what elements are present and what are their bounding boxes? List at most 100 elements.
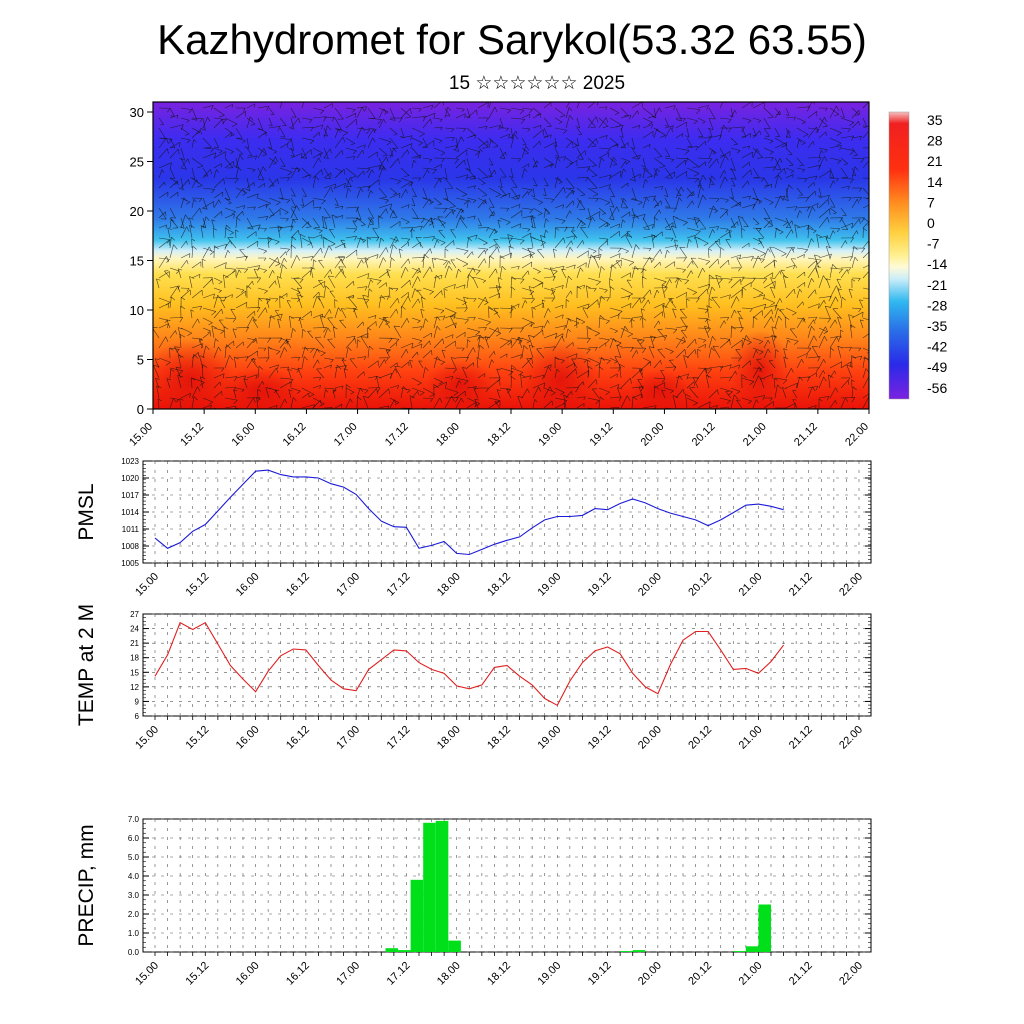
wind-barb-flag: [839, 145, 842, 151]
wind-barb: [378, 215, 380, 229]
wind-barb-flag: [268, 124, 273, 127]
wind-barb: [543, 177, 549, 187]
wind-barb: [202, 137, 212, 148]
wind-barb: [752, 277, 767, 280]
wind-barb-flag: [600, 295, 605, 300]
wind-barb: [697, 367, 706, 379]
wind-barb-flag: [757, 120, 761, 123]
colorbar-label: -49: [927, 359, 947, 375]
wind-barb: [796, 210, 801, 219]
wind-barb: [862, 356, 866, 369]
wind-barb-flag: [582, 240, 585, 245]
wind-barb-flag: [355, 119, 358, 125]
wind-barb: [223, 274, 226, 289]
wind-barb: [466, 109, 477, 119]
wind-barb: [332, 389, 336, 399]
wind-barb: [521, 321, 533, 329]
wind-barb: [290, 255, 298, 269]
wind-barb: [706, 305, 710, 319]
wind-barb-flag: [660, 135, 666, 138]
wind-barb-flag: [763, 102, 766, 108]
wind-barb: [532, 187, 536, 198]
wind-barb: [290, 117, 295, 130]
wind-barb-flag: [670, 298, 674, 304]
wind-barb: [329, 290, 336, 299]
wind-barb-flag: [826, 246, 832, 249]
wind-barb-flag: [185, 214, 190, 220]
wind-barb: [554, 156, 566, 159]
wind-barb-flag: [696, 297, 700, 303]
wind-barb: [477, 137, 489, 148]
wind-barb-flag: [484, 249, 487, 255]
wind-barb-flag: [707, 137, 711, 143]
wind-barb: [626, 279, 633, 289]
wind-barb-flag: [588, 365, 593, 370]
wind-barb: [704, 326, 710, 339]
wind-barb-flag: [858, 110, 861, 115]
wind-barb-flag: [352, 150, 357, 155]
wind-barb: [741, 127, 747, 138]
wind-barb-flag: [484, 302, 489, 306]
wind-barb: [290, 117, 299, 129]
wind-barb: [279, 137, 292, 141]
wind-barb-flag: [186, 226, 190, 232]
wind-barb: [664, 366, 676, 369]
wind-barb: [862, 396, 869, 409]
wind-barb: [576, 381, 584, 389]
wind-barb: [565, 177, 575, 189]
wind-barb: [638, 369, 644, 379]
wind-barb-flag: [263, 250, 267, 254]
wind-barb: [609, 307, 623, 312]
wind-barb-flag: [341, 308, 346, 310]
wind-barb: [224, 187, 231, 200]
wind-barb-flag: [418, 142, 423, 146]
wind-barb: [455, 390, 466, 399]
wind-barb: [257, 166, 264, 179]
wind-barb-flag: [729, 114, 734, 117]
wind-barb: [576, 220, 582, 229]
wind-barb-flag: [672, 215, 679, 219]
wind-barb: [477, 277, 486, 282]
wind-barb: [334, 197, 339, 206]
wind-barb-flag: [385, 208, 388, 214]
wind-barb-flag: [804, 178, 808, 183]
wind-barb: [169, 267, 180, 272]
wind-barb: [345, 387, 355, 393]
wind-barb-flag: [837, 160, 842, 165]
wind-barb: [191, 246, 194, 259]
wind-barb-flag: [484, 249, 489, 253]
wind-barb-flag: [778, 175, 783, 180]
wind-barb-flag: [612, 164, 618, 166]
wind-barb: [829, 347, 831, 359]
wind-barb-flag: [394, 365, 401, 368]
wind-barb-flag: [595, 379, 598, 385]
wind-barb-flag: [827, 199, 830, 205]
wind-barb-flag: [637, 202, 643, 206]
wind-barb-flag: [388, 338, 393, 344]
wind-barb: [686, 260, 693, 269]
wind-barb: [312, 169, 322, 179]
wind-barb: [862, 217, 869, 223]
wind-barb: [653, 217, 655, 229]
wind-barb-flag: [740, 327, 744, 333]
wind-barb: [169, 141, 181, 149]
wind-barb-flag: [511, 364, 517, 369]
wind-barb-flag: [654, 385, 659, 390]
wind-barb: [719, 376, 732, 379]
wind-barb-flag: [176, 349, 180, 353]
wind-barb-flag: [854, 166, 859, 171]
wind-barb: [642, 124, 653, 129]
wind-barb-flag: [836, 336, 840, 343]
wind-barb-flag: [717, 389, 719, 395]
wind-barb: [609, 143, 618, 149]
wind-barb-flag: [846, 364, 853, 367]
wind-barb: [620, 142, 629, 149]
y-tick-label: 12: [130, 683, 139, 692]
wind-barb: [301, 347, 314, 350]
y-tick-label: 5: [137, 353, 144, 368]
wind-barb: [246, 117, 256, 125]
wind-barb-flag: [189, 276, 195, 279]
wind-barb: [554, 117, 563, 123]
wind-barb: [510, 277, 525, 280]
